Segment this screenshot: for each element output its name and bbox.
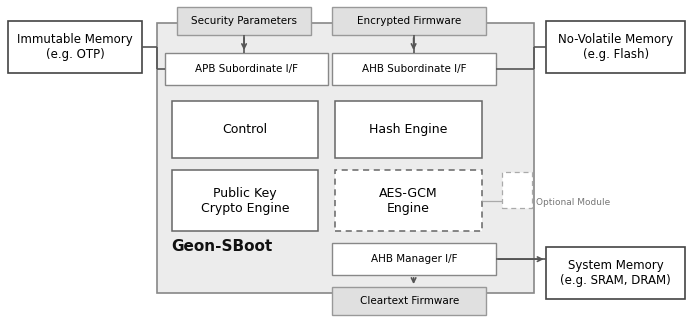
Bar (547, 21, 685, 73)
Bar (332, 53, 496, 85)
Bar (335, 170, 482, 231)
Text: No-Volatile Memory
(e.g. Flash): No-Volatile Memory (e.g. Flash) (559, 33, 673, 61)
Text: AHB Manager I/F: AHB Manager I/F (371, 254, 457, 264)
Bar (332, 243, 496, 275)
Text: Optional Module: Optional Module (536, 198, 610, 207)
Text: Public Key
Crypto Engine: Public Key Crypto Engine (201, 187, 289, 215)
Text: Geon-SBoot: Geon-SBoot (172, 239, 273, 254)
Bar (164, 53, 328, 85)
Text: Cleartext Firmware: Cleartext Firmware (360, 296, 458, 306)
Text: System Memory
(e.g. SRAM, DRAM): System Memory (e.g. SRAM, DRAM) (561, 259, 671, 287)
Text: Security Parameters: Security Parameters (191, 16, 297, 26)
Bar (157, 23, 533, 293)
Bar (172, 100, 318, 158)
Bar (172, 170, 318, 231)
Text: AHB Subordinate I/F: AHB Subordinate I/F (362, 64, 466, 74)
Text: Immutable Memory
(e.g. OTP): Immutable Memory (e.g. OTP) (18, 33, 133, 61)
Bar (8, 21, 142, 73)
Text: APB Subordinate I/F: APB Subordinate I/F (195, 64, 298, 74)
Bar (547, 247, 685, 299)
Bar (332, 287, 486, 315)
Text: Hash Engine: Hash Engine (370, 123, 448, 136)
Text: Control: Control (223, 123, 267, 136)
Bar (176, 7, 312, 35)
Text: Encrypted Firmware: Encrypted Firmware (357, 16, 461, 26)
Text: AES-GCM
Engine: AES-GCM Engine (379, 187, 438, 215)
Bar (332, 7, 486, 35)
Bar (335, 100, 482, 158)
Bar (502, 172, 531, 208)
